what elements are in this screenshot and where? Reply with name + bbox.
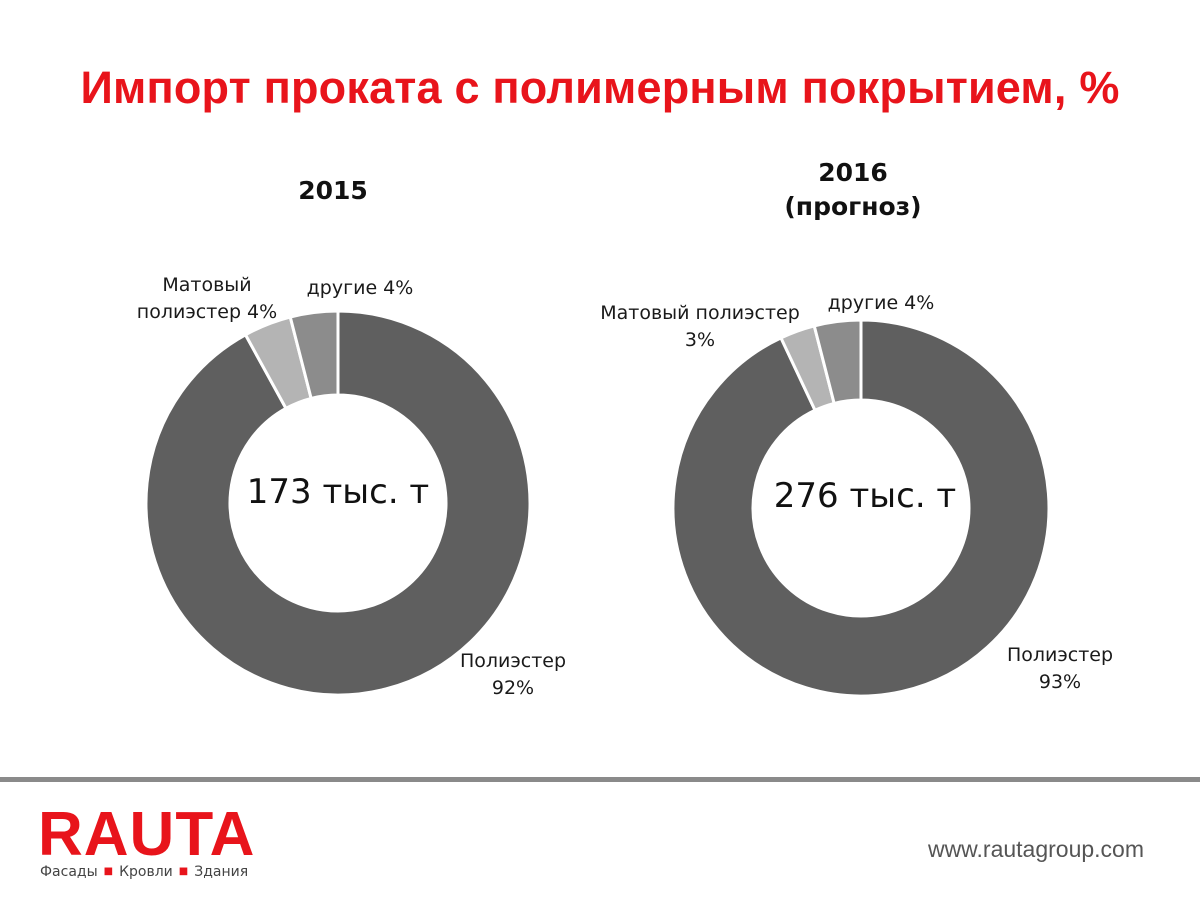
tagline-roofs: Кровли	[119, 864, 173, 880]
slice-poliester-2015	[144, 309, 532, 697]
label-poliester-2016: Полиэстер 93%	[995, 642, 1125, 696]
slice-poliester-2016	[671, 318, 1051, 698]
label-poliester-2015-line1: Полиэстер	[459, 650, 567, 672]
footer-divider	[0, 777, 1200, 782]
tagline-separator-icon: ■	[103, 866, 114, 877]
label-matte-2015-line2: полиэстер 4%	[136, 301, 278, 323]
label-matte-2016: Матовый полиэстер 3%	[590, 300, 810, 354]
slice-other-2015	[288, 309, 340, 400]
label-other-2016-line1: другие 4%	[827, 292, 935, 314]
tagline-separator-icon: ■	[178, 866, 189, 877]
center-label-2015: 173 тыс. т	[246, 472, 430, 512]
page-title: Импорт проката с полимерным покрытием, %	[80, 62, 1120, 113]
website-link[interactable]: www.rautagroup.com	[927, 836, 1144, 862]
label-matte-2015-line1: Матовый	[162, 274, 252, 296]
chart-year-2015: 2015	[298, 176, 368, 205]
label-matte-2016-line1: Матовый полиэстер	[600, 302, 800, 324]
donut-2016	[671, 318, 1051, 698]
label-poliester-2016-line2: 93%	[1038, 671, 1082, 693]
slice-other-2016	[812, 318, 863, 405]
label-other-2016: другие 4%	[820, 290, 942, 317]
label-other-2015: другие 4%	[300, 275, 420, 302]
center-label-2016: 276 тыс. т	[773, 476, 957, 516]
label-poliester-2016-line1: Полиэстер	[1006, 644, 1114, 666]
label-matte-2016-line2: 3%	[684, 329, 716, 351]
tagline-facades: Фасады	[40, 864, 98, 880]
label-poliester-2015: Полиэстер 92%	[448, 648, 578, 702]
label-poliester-2015-line2: 92%	[491, 677, 535, 699]
chart-title-2015: 2015	[233, 174, 433, 208]
chart-title-2016: 2016 (прогноз)	[753, 156, 953, 224]
chart-year-2016: 2016	[818, 158, 888, 187]
label-other-2015-line1: другие 4%	[306, 277, 414, 299]
chart-subtitle-2016: (прогноз)	[784, 192, 922, 221]
logo-tagline: Фасады ■ Кровли ■ Здания	[40, 864, 248, 880]
tagline-buildings: Здания	[194, 864, 249, 880]
rauta-logo: RAUTA	[38, 800, 256, 869]
label-matte-2015: Матовый полиэстер 4%	[132, 272, 282, 326]
donut-2015	[144, 309, 532, 697]
